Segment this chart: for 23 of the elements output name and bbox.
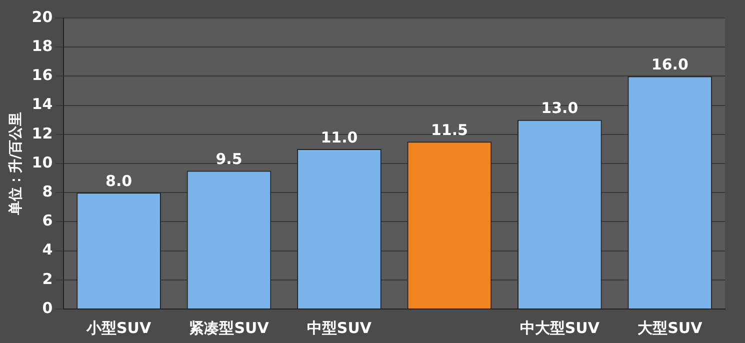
y-tick-label: 20 <box>32 8 53 26</box>
x-tick-label: 中大型SUV <box>520 318 600 337</box>
x-tick-label: 中型SUV <box>306 318 372 337</box>
data-label: 16.0 <box>651 56 688 74</box>
x-tick-label: 紧凑型SUV <box>189 318 270 337</box>
y-tick-label: 12 <box>32 124 53 142</box>
y-tick-label: 10 <box>32 153 53 172</box>
y-tick-label: 8 <box>42 182 53 200</box>
y-axis-title: 单位：升/百公里 <box>7 112 24 216</box>
y-tick-label: 4 <box>42 240 53 259</box>
y-tick-label: 16 <box>32 66 53 84</box>
x-tick-label: 小型SUV <box>85 318 152 337</box>
y-tick-label: 0 <box>42 298 53 317</box>
y-tick-label: 2 <box>42 270 53 288</box>
data-label: 9.5 <box>216 150 242 168</box>
data-label: 11.5 <box>430 121 468 140</box>
y-tick-label: 18 <box>32 36 53 55</box>
data-label: 13.0 <box>541 99 578 118</box>
x-tick-label: 大型SUV <box>638 318 703 337</box>
data-label: 11.0 <box>320 128 358 146</box>
y-tick-label: 14 <box>32 95 53 114</box>
data-label: 8.0 <box>105 172 132 190</box>
y-tick-label: 6 <box>42 212 53 230</box>
